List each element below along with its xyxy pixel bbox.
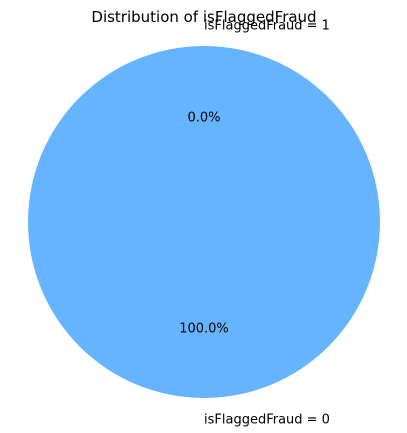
pie-slices xyxy=(28,46,380,398)
chart-title: Distribution of isFlaggedFraud xyxy=(91,8,316,26)
pie-category-label: isFlaggedFraud = 1 xyxy=(204,18,330,33)
pie-slice xyxy=(28,46,380,398)
pie-percent-label: 100.0% xyxy=(179,322,229,337)
pie-labels: 100.0% isFlaggedFraud = 0 0.0% isFlaggedFra… xyxy=(179,18,330,427)
pie-category-label: isFlaggedFraud = 0 xyxy=(204,413,330,428)
pie-percent-label: 0.0% xyxy=(187,110,220,125)
